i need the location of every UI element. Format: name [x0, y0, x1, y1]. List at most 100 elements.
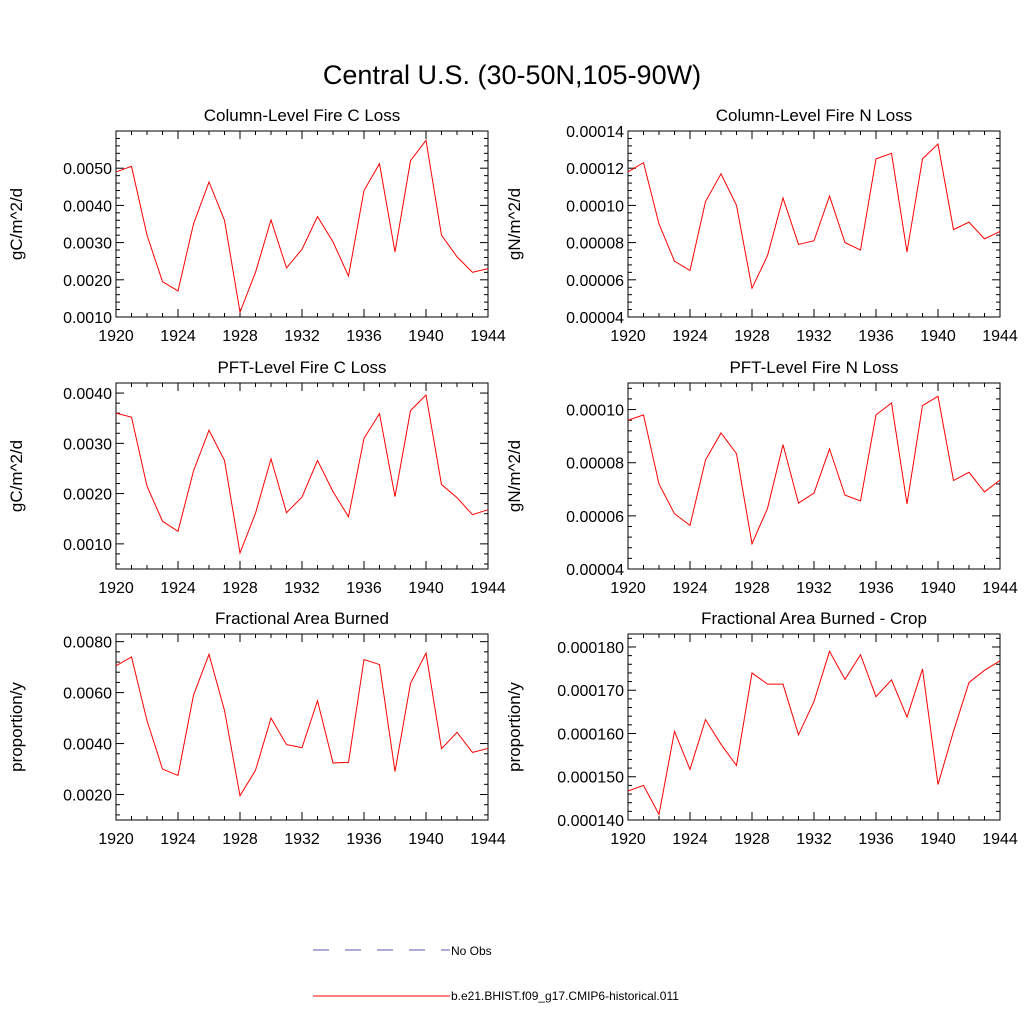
y-tick-label: 0.00004: [566, 562, 624, 579]
x-tick-label: 1940: [920, 328, 956, 345]
x-tick-label: 1928: [222, 328, 258, 345]
y-tick-label: 0.00004: [566, 310, 624, 327]
panels: Column-Level Fire C Loss 1920 1924 1928 1932…: [7, 106, 1018, 848]
series-line: [627, 143, 1001, 290]
x-tick-label: 1936: [858, 831, 894, 848]
x-tick-label: 1932: [284, 831, 320, 848]
x-tick-label: 1928: [222, 580, 258, 597]
y-tick-label: 0.00010: [566, 403, 624, 420]
series-line: [627, 650, 1001, 816]
panel-4: PFT-Level Fire N Loss 1920 1924 1928 1932 193…: [505, 358, 1018, 597]
x-tick-label: 1936: [346, 328, 382, 345]
x-tick-label: 1924: [672, 580, 708, 597]
x-tick-label: 1944: [982, 328, 1018, 345]
panel-2: Column-Level Fire N Loss 1920 1924 1928 1932…: [505, 106, 1018, 345]
y-tick-label: 0.00014: [566, 124, 624, 141]
y-tick-label: 0.00010: [566, 198, 624, 215]
panel-1: Column-Level Fire C Loss 1920 1924 1928 1932…: [7, 106, 506, 345]
x-tick-label: 1924: [672, 328, 708, 345]
x-tick-label: 1944: [470, 831, 506, 848]
x-tick-label: 1928: [734, 328, 770, 345]
series-line: [627, 395, 1001, 546]
panel-title: Column-Level Fire N Loss: [716, 106, 913, 125]
x-tick-label: 1936: [858, 328, 894, 345]
y-tick-label: 0.000170: [557, 683, 624, 700]
y-tick-label: 0.0080: [63, 635, 112, 652]
x-tick-label: 1920: [98, 580, 134, 597]
x-tick-label: 1932: [284, 580, 320, 597]
panel-title: PFT-Level Fire N Loss: [729, 358, 898, 377]
x-tick-label: 1932: [796, 831, 832, 848]
y-tick-label: 0.0040: [63, 386, 112, 403]
legend-label-model: b.e21.BHIST.f09_g17.CMIP6-historical.011: [451, 989, 679, 1003]
x-tick-label: 1928: [734, 580, 770, 597]
y-tick-label: 0.0040: [63, 198, 112, 215]
x-tick-label: 1940: [920, 831, 956, 848]
y-tick-label: 0.0020: [63, 487, 112, 504]
figure-title: Central U.S. (30-50N,105-90W): [323, 60, 701, 90]
x-tick-label: 1944: [470, 580, 506, 597]
x-tick-label: 1928: [222, 831, 258, 848]
legend-label-obs: No Obs: [451, 944, 492, 958]
x-tick-label: 1924: [160, 328, 196, 345]
y-tick-label: 0.0030: [63, 436, 112, 453]
y-axis-label: gN/m^2/d: [505, 188, 524, 260]
y-tick-label: 0.000180: [557, 640, 624, 657]
x-tick-label: 1932: [796, 328, 832, 345]
panel-title: Column-Level Fire C Loss: [204, 106, 401, 125]
x-tick-label: 1920: [610, 580, 646, 597]
y-tick-label: 0.0020: [63, 273, 112, 290]
x-tick-label: 1944: [982, 580, 1018, 597]
y-tick-label: 0.000160: [557, 726, 624, 743]
y-tick-label: 0.000140: [557, 813, 624, 830]
series-line: [115, 651, 489, 798]
x-tick-label: 1920: [98, 328, 134, 345]
x-tick-label: 1924: [672, 831, 708, 848]
x-tick-label: 1924: [160, 831, 196, 848]
y-tick-label: 0.00008: [566, 236, 624, 253]
y-tick-label: 0.0010: [63, 537, 112, 554]
x-tick-label: 1920: [610, 328, 646, 345]
x-tick-label: 1940: [920, 580, 956, 597]
x-tick-label: 1932: [284, 328, 320, 345]
panel-title: Fractional Area Burned - Crop: [701, 609, 927, 628]
y-axis-label: proportion/y: [505, 682, 524, 772]
series-line: [115, 394, 489, 555]
x-tick-label: 1940: [408, 580, 444, 597]
y-axis-label: gC/m^2/d: [7, 188, 26, 260]
x-tick-label: 1920: [98, 831, 134, 848]
y-tick-label: 0.00008: [566, 456, 624, 473]
y-tick-label: 0.0030: [63, 236, 112, 253]
y-axis-label: gN/m^2/d: [505, 440, 524, 512]
y-axis-label: gC/m^2/d: [7, 440, 26, 512]
x-tick-label: 1932: [796, 580, 832, 597]
x-tick-label: 1936: [858, 580, 894, 597]
x-tick-label: 1940: [408, 831, 444, 848]
x-tick-label: 1944: [470, 328, 506, 345]
y-tick-label: 0.0020: [63, 788, 112, 805]
x-tick-label: 1928: [734, 831, 770, 848]
y-tick-label: 0.0050: [63, 161, 112, 178]
x-tick-label: 1936: [346, 580, 382, 597]
series-line: [115, 139, 489, 315]
y-tick-label: 0.000150: [557, 770, 624, 787]
y-tick-label: 0.0040: [63, 737, 112, 754]
panel-5: Fractional Area Burned 1920 1924 1928 1932 19…: [7, 609, 506, 848]
y-axis-label: proportion/y: [7, 682, 26, 772]
panel-6: Fractional Area Burned - Crop 1920 1924 192…: [505, 609, 1018, 848]
y-tick-label: 0.00006: [566, 273, 624, 290]
y-tick-label: 0.0060: [63, 686, 112, 703]
legend: No Obs b.e21.BHIST.f09_g17.CMIP6-histori…: [313, 944, 679, 1003]
x-tick-label: 1944: [982, 831, 1018, 848]
x-tick-label: 1924: [160, 580, 196, 597]
y-tick-label: 0.00012: [566, 161, 624, 178]
panel-title: Fractional Area Burned: [215, 609, 389, 628]
x-tick-label: 1936: [346, 831, 382, 848]
y-tick-label: 0.0010: [63, 310, 112, 327]
panel-title: PFT-Level Fire C Loss: [217, 358, 386, 377]
x-tick-label: 1940: [408, 328, 444, 345]
panel-3: PFT-Level Fire C Loss 1920 1924 1928 1932 193…: [7, 358, 506, 597]
y-tick-label: 0.00006: [566, 509, 624, 526]
